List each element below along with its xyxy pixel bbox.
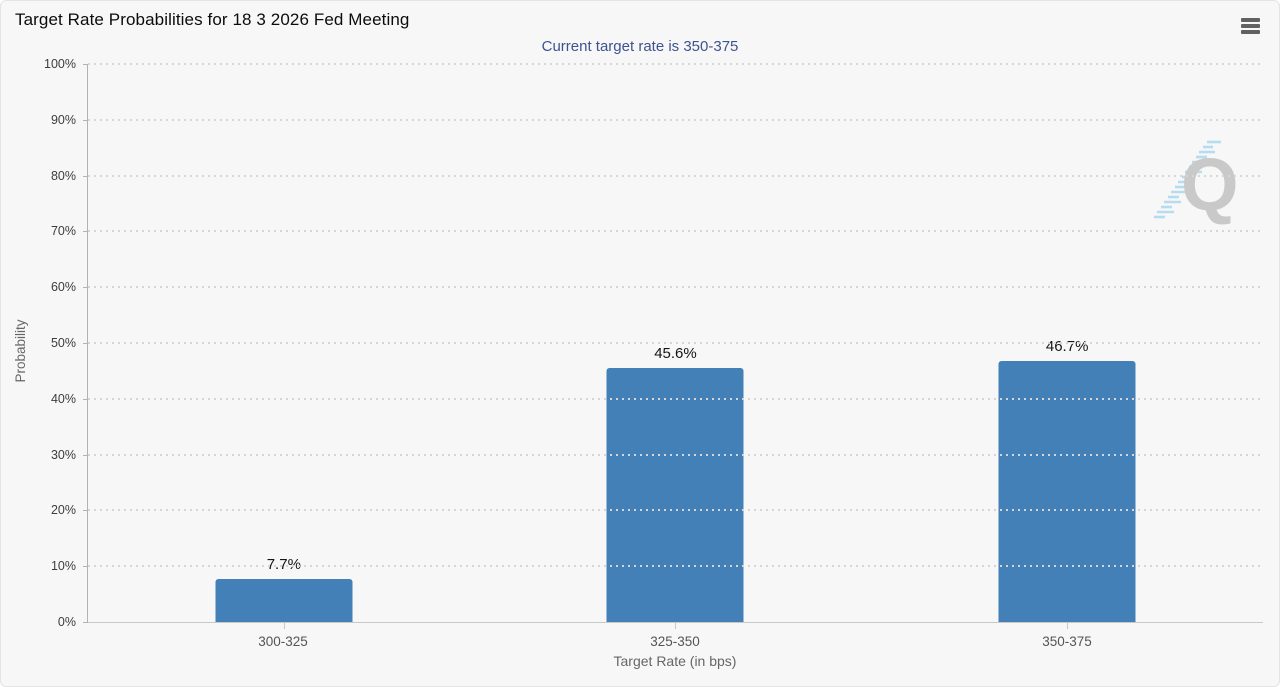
y-axis-tick [83, 231, 88, 233]
x-axis-tick-label: 350-375 [1042, 634, 1092, 649]
y-axis-tick-label: 10% [50, 559, 76, 574]
y-axis-tick [83, 119, 88, 121]
bar-value-label: 7.7% [266, 556, 301, 574]
x-axis-tick [675, 622, 677, 629]
x-axis-tick [1067, 622, 1069, 629]
bar-group: 46.7% [871, 64, 1263, 629]
y-axis-tick [83, 64, 88, 65]
x-axis-title: Target Rate (in bps) [613, 653, 737, 669]
bar-group: 45.6% [480, 64, 872, 629]
y-axis-tick-label: 30% [50, 447, 76, 462]
chart-title: Target Rate Probabilities for 18 3 2026 … [15, 10, 410, 29]
y-axis-tick-label: 80% [50, 168, 76, 183]
y-axis-tick-label: 40% [50, 391, 76, 406]
y-axis-tick [83, 343, 88, 344]
hamburger-menu-icon [1240, 18, 1260, 22]
y-axis-tick [83, 287, 88, 289]
y-axis-tick-label: 20% [50, 503, 76, 518]
x-axis-tick-labels: 300-325 325-350 350-375 [87, 634, 1263, 652]
y-axis-tick-label: 100% [44, 57, 76, 71]
y-axis-tick [83, 175, 88, 177]
y-axis-tick-label: 90% [50, 112, 76, 127]
y-axis-tick-label: 0% [57, 615, 76, 629]
x-axis-tick-label: 300-325 [258, 634, 308, 649]
hamburger-menu-icon [1240, 24, 1260, 28]
y-axis-tick [83, 454, 88, 456]
y-axis-tick-label: 50% [50, 336, 76, 350]
chart-context-menu-button[interactable] [1234, 12, 1266, 40]
y-axis-tick [83, 622, 88, 623]
probability-bar[interactable] [215, 579, 353, 622]
bar-value-label: 46.7% [1045, 338, 1089, 356]
y-axis-tick [83, 398, 88, 400]
y-axis-tick [83, 510, 88, 512]
chart-subtitle: Current target rate is 350-375 [541, 38, 739, 55]
y-axis-tick-label: 70% [50, 224, 76, 239]
bar-value-label: 45.6% [654, 344, 697, 362]
probability-bar[interactable] [998, 361, 1136, 622]
hamburger-menu-icon [1240, 30, 1260, 34]
x-axis-tick-label: 325-350 [650, 634, 700, 649]
y-axis-tick [83, 566, 88, 568]
y-axis-tick-label: 60% [50, 280, 76, 295]
plot-area: 7.7% 45.6% 46.7% [44, 57, 1263, 629]
bar-group: 7.7% [88, 64, 480, 629]
probability-bar[interactable] [606, 367, 744, 622]
x-axis-tick [283, 622, 285, 629]
